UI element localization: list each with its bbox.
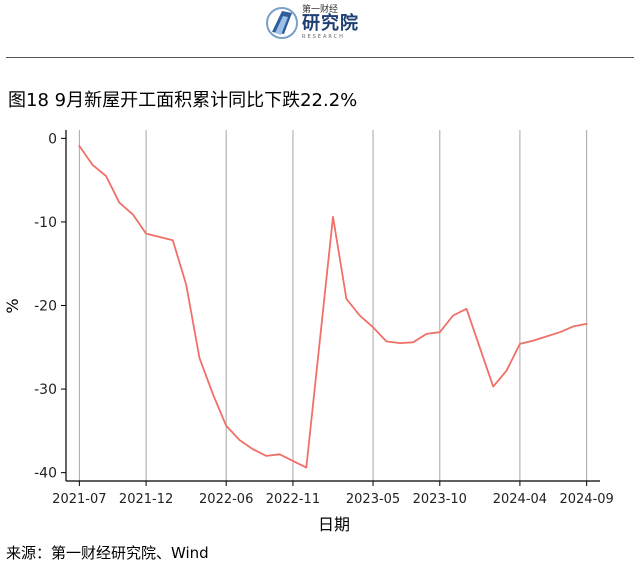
logo-text: 第一财经 研究院 RESEARCH [302, 6, 359, 40]
x-tick-label: 2024-04 [493, 492, 547, 507]
y-tick-label: -10 [34, 215, 57, 231]
series-line [78, 144, 588, 469]
logo: 第一财经 研究院 RESEARCH [266, 6, 359, 40]
logo-main-text: 研究院 [302, 13, 359, 34]
y-tick-label: -20 [34, 299, 57, 315]
x-axis-title: 日期 [318, 515, 350, 534]
report-header: 第一财经 研究院 RESEARCH [0, 0, 640, 56]
logo-sub-text: RESEARCH [302, 34, 345, 40]
figure-title: 图18 9月新屋开工面积累计同比下跌22.2% [8, 90, 358, 111]
x-tick-label: 2024-09 [559, 492, 613, 507]
y-tick-label: -40 [34, 466, 57, 482]
x-tick-label: 2023-10 [413, 492, 467, 507]
x-tick-label: 2022-11 [266, 492, 320, 507]
header-divider [6, 57, 634, 58]
x-tick-label: 2022-06 [199, 492, 253, 507]
x-tick-label: 2021-07 [52, 492, 106, 507]
logo-mark-icon [266, 7, 298, 39]
x-tick-label: 2021-12 [119, 492, 173, 507]
logo-small-text: 第一财经 [302, 5, 339, 15]
source-note: 来源：第一财经研究院、Wind [6, 544, 209, 562]
y-axis-title: % [3, 298, 22, 313]
x-tick-label: 2023-05 [346, 492, 400, 507]
y-tick-label: -30 [34, 382, 57, 398]
y-tick-label: 0 [48, 131, 57, 147]
